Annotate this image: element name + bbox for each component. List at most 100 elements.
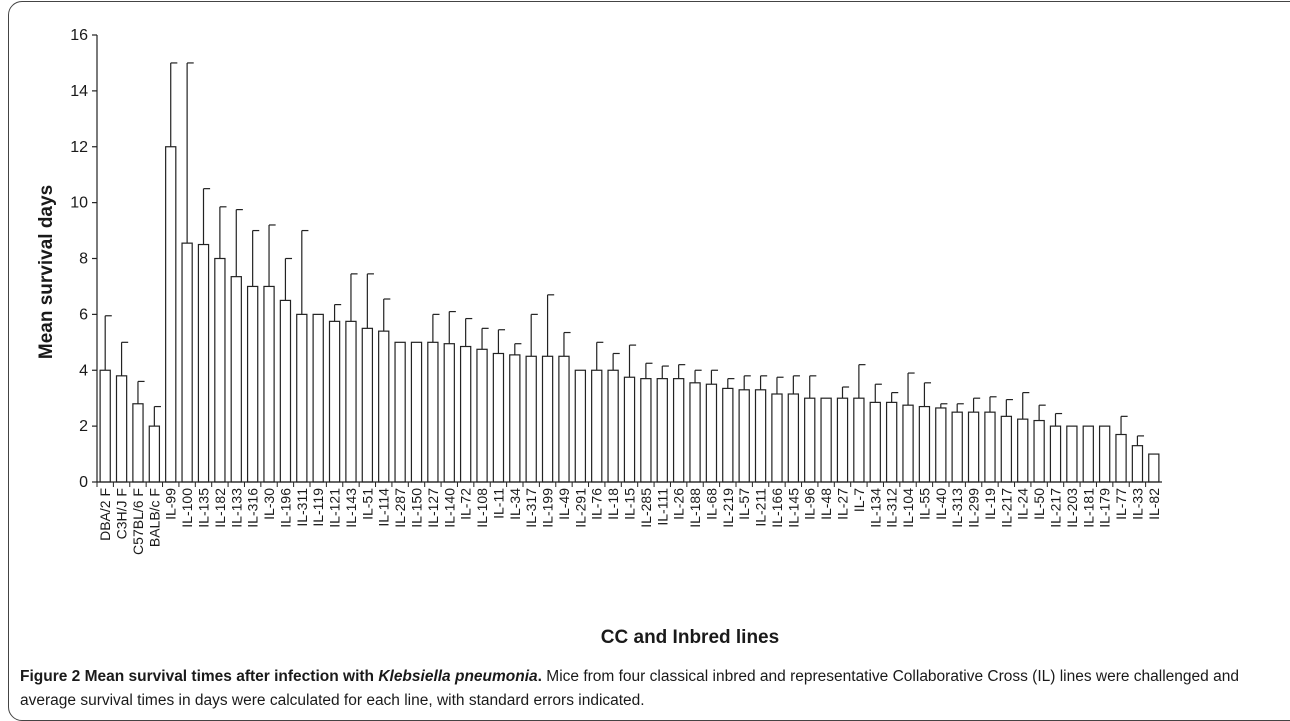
x-tick-label: IL-51 (359, 488, 375, 520)
bar (689, 382, 701, 483)
y-axis: 0 2 4 6 8 10 12 14 16 (70, 27, 98, 491)
bar (345, 320, 357, 483)
y-tick-label: 12 (70, 139, 88, 156)
x-tick-label: IL-188 (687, 488, 703, 528)
bar (738, 389, 750, 483)
bar (115, 375, 128, 483)
x-tick-label: IL-34 (507, 488, 523, 520)
x-tick-label: IL-96 (802, 488, 818, 520)
bar (427, 341, 439, 483)
x-tick-label: IL-111 (654, 488, 670, 526)
x-tick-label: IL-316 (245, 488, 261, 528)
x-axis: DBA/2 F C3H/J F C57BL/6 F BALB/c F IL-99 IL-1… (96, 481, 1162, 555)
bar (230, 276, 242, 483)
y-tick-label: 16 (70, 27, 88, 44)
bar (181, 242, 193, 483)
bar (722, 387, 734, 483)
x-tick-label: C57BL/6 F (130, 488, 146, 555)
x-tick-label: IL-27 (835, 488, 851, 520)
bar (820, 397, 832, 483)
x-tick-label: IL-133 (228, 488, 244, 528)
bar (1033, 419, 1045, 483)
x-tick-label: IL-26 (671, 488, 687, 520)
x-tick-label: IL-82 (1146, 488, 1162, 520)
bar (771, 393, 783, 483)
x-tick-label: IL-143 (343, 488, 359, 528)
caption-species: Klebsiella pneumonia (378, 668, 538, 685)
x-tick-label: IL-99 (163, 488, 179, 520)
x-tick-label: IL-18 (605, 488, 621, 520)
bar (1066, 425, 1078, 483)
x-tick-label: IL-217 (998, 488, 1014, 528)
bar (754, 389, 767, 483)
y-tick-label: 8 (79, 251, 88, 268)
y-tick-label: 2 (79, 418, 88, 435)
x-tick-label: IL-77 (1113, 488, 1129, 520)
bar (836, 397, 849, 483)
x-tick-label: IL-108 (474, 488, 490, 528)
bar (935, 407, 947, 483)
bar (656, 378, 668, 483)
bar (705, 383, 718, 483)
bar (509, 354, 521, 483)
x-tick-label: IL-291 (572, 488, 588, 528)
x-tick-label: IL-317 (523, 488, 539, 528)
bar (165, 146, 177, 483)
bar (902, 404, 914, 483)
bar (1131, 445, 1144, 483)
x-tick-label: IL-68 (703, 488, 719, 520)
figure-caption: Figure 2 Mean survival times after infec… (20, 665, 1270, 713)
x-tick-label: IL-11 (490, 488, 506, 519)
bar (476, 348, 488, 483)
bars-group (99, 62, 1160, 483)
bar (214, 257, 226, 483)
y-tick-label: 14 (70, 83, 88, 100)
x-tick-label: IL-287 (392, 488, 408, 528)
x-tick-label: IL-140 (441, 488, 457, 528)
bar (623, 376, 636, 483)
x-tick-label: BALB/c F (146, 488, 162, 547)
bar (328, 320, 341, 483)
bar (1082, 425, 1094, 483)
bar (672, 378, 685, 483)
bar (132, 403, 144, 483)
x-tick-label: IL-145 (785, 488, 801, 528)
bar (591, 369, 603, 483)
x-tick-label: C3H/J F (114, 488, 130, 539)
x-axis-label: CC and Inbred lines (601, 627, 779, 648)
x-tick-label: IL-121 (327, 488, 343, 528)
x-tick-label: IL-196 (277, 488, 293, 528)
bar (541, 355, 554, 483)
x-tick-label: IL-7 (851, 488, 867, 512)
bar (525, 355, 537, 483)
x-tick-label: IL-104 (900, 488, 916, 528)
bar (99, 369, 111, 483)
x-tick-label: IL-299 (966, 488, 982, 528)
bar (574, 369, 587, 483)
x-tick-label: IL-150 (409, 488, 425, 528)
bar (296, 313, 308, 483)
bar (361, 327, 374, 483)
x-tick-label: IL-219 (720, 488, 736, 528)
x-tick-label: IL-134 (867, 488, 883, 528)
x-tick-label: IL-313 (949, 488, 965, 528)
bar (558, 355, 570, 483)
x-tick-label: IL-179 (1097, 488, 1113, 528)
bar (410, 341, 423, 483)
bar (640, 378, 652, 483)
x-tick-label: IL-33 (1129, 488, 1145, 520)
y-tick-label: 10 (70, 195, 88, 212)
y-tick-label: 0 (79, 474, 88, 491)
x-tick-label: IL-203 (1064, 488, 1080, 528)
bar (394, 341, 406, 483)
x-tick-label: IL-311 (294, 488, 310, 527)
bar (1000, 415, 1013, 483)
x-tick-label: IL-114 (376, 488, 392, 527)
bar (804, 397, 816, 483)
bar (787, 393, 800, 483)
y-tick-label: 4 (79, 362, 88, 379)
x-tick-label: IL-76 (589, 488, 605, 520)
bar (885, 401, 898, 483)
bar (459, 345, 472, 483)
caption-lead: Figure 2 Mean survival times after infec… (20, 668, 379, 685)
